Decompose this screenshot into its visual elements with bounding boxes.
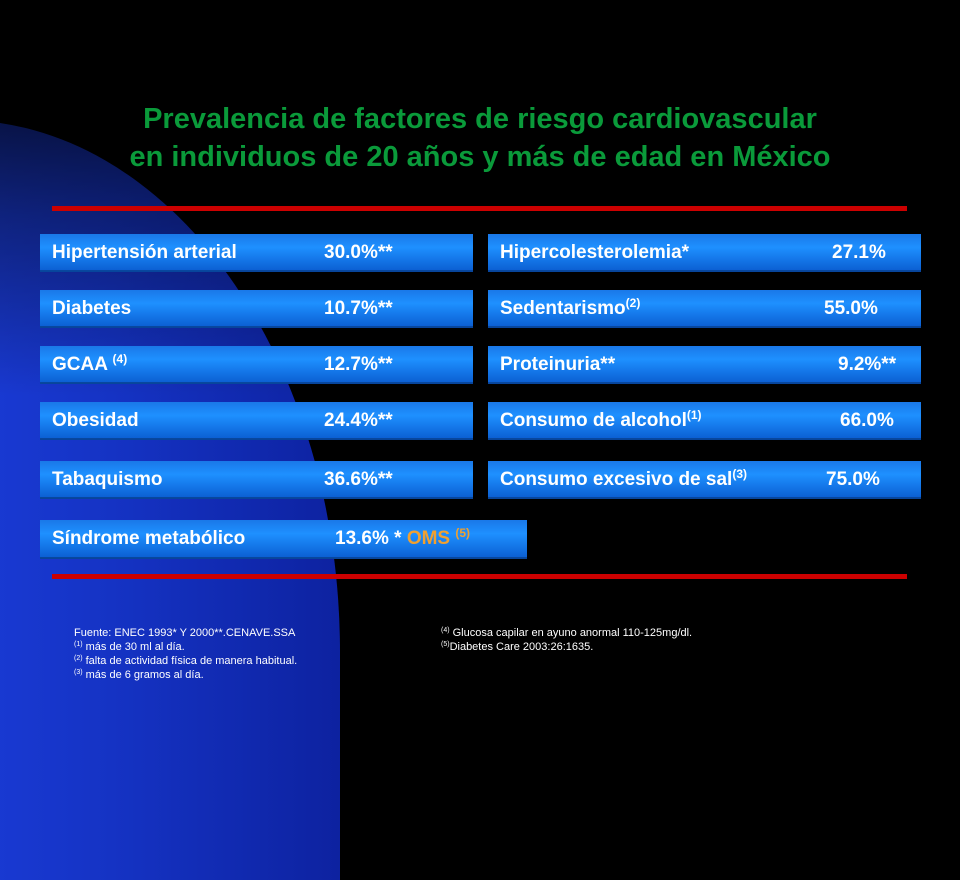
factor-bar-diabetes: Diabetes 10.7%** xyxy=(40,290,473,328)
factor-label: Sedentarismo(2) xyxy=(500,296,641,319)
factor-label: Hipercolesterolemia* xyxy=(500,242,690,263)
bottom-divider xyxy=(52,574,907,579)
factor-bar-sindrome-metabolico: Síndrome metabólico 13.6% * OMS (5) xyxy=(40,520,527,559)
title-line-2: en individuos de 20 años y más de edad e… xyxy=(129,141,831,173)
factor-value: 75.0% xyxy=(826,469,880,490)
factor-value: 55.0% xyxy=(824,298,878,319)
factor-bar-proteinuria: Proteinuria** 9.2%** xyxy=(488,346,921,384)
factor-bar-sedentarismo: Sedentarismo(2) 55.0% xyxy=(488,290,921,328)
factor-label: Diabetes xyxy=(52,298,132,319)
top-divider xyxy=(52,206,907,211)
factor-value: 12.7%** xyxy=(324,354,393,375)
footnote-1: (1) más de 30 ml al día. xyxy=(74,641,185,653)
footnotes-right: (4) Glucosa capilar en ayuno anormal 110… xyxy=(441,626,692,654)
factor-bar-alcohol: Consumo de alcohol(1) 66.0% xyxy=(488,402,921,440)
factor-value: 27.1% xyxy=(832,242,886,263)
footnote-2: (2) falta de actividad física de manera … xyxy=(74,655,298,667)
factor-value: 10.7%** xyxy=(324,298,393,319)
factor-bar-obesidad: Obesidad 24.4%** xyxy=(40,402,473,440)
factor-label: Obesidad xyxy=(52,410,139,431)
factor-bar-gcaa: GCAA (4) 12.7%** xyxy=(40,346,473,384)
factor-bar-tabaquismo: Tabaquismo 36.6%** xyxy=(40,461,473,499)
factor-value: 9.2%** xyxy=(838,354,897,375)
factor-bar-hipercolesterolemia: Hipercolesterolemia* 27.1% xyxy=(488,234,921,272)
footnote-3: (3) más de 6 gramos al día. xyxy=(74,669,204,681)
factor-value: 24.4%** xyxy=(324,410,393,431)
factor-label: GCAA (4) xyxy=(52,352,128,375)
footnote-4: (4) Glucosa capilar en ayuno anormal 110… xyxy=(441,627,693,639)
factor-bar-sal: Consumo excesivo de sal(3) 75.0% xyxy=(488,461,921,499)
slide-title: Prevalencia de factores de riesgo cardio… xyxy=(0,100,960,176)
metabolic-value: 13.6% * OMS (5) xyxy=(335,526,471,549)
factor-label: Tabaquismo xyxy=(52,469,163,490)
source-note: Fuente: ENEC 1993* Y 2000**.CENAVE.SSA xyxy=(74,627,296,639)
factor-bar-hipertension: Hipertensión arterial 30.0%** xyxy=(40,234,473,272)
footnote-5: (5)Diabetes Care 2003:26:1635. xyxy=(441,641,594,653)
factor-value: 36.6%** xyxy=(324,469,393,490)
footnotes-left: Fuente: ENEC 1993* Y 2000**.CENAVE.SSA (… xyxy=(74,626,297,682)
oms-label: OMS (5) xyxy=(406,526,471,549)
metabolic-label: Síndrome metabólico xyxy=(52,528,246,549)
title-line-1: Prevalencia de factores de riesgo cardio… xyxy=(143,103,817,135)
factor-label: Proteinuria** xyxy=(500,354,616,375)
factor-label: Consumo de alcohol(1) xyxy=(500,408,702,431)
factor-label: Consumo excesivo de sal(3) xyxy=(500,467,747,490)
factor-value: 30.0%** xyxy=(324,242,393,263)
factor-label: Hipertensión arterial xyxy=(52,242,237,263)
factor-value: 66.0% xyxy=(840,410,894,431)
